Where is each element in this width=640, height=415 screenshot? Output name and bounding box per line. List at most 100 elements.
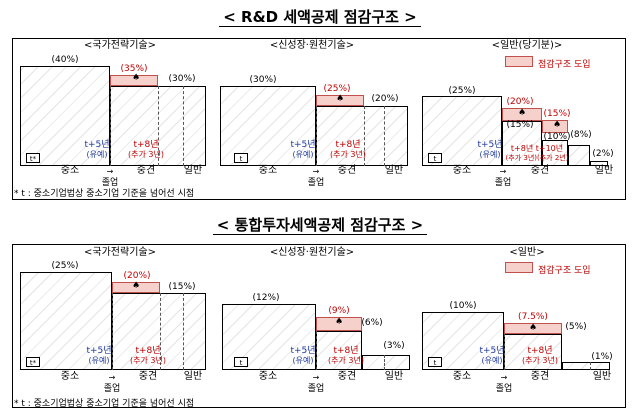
- rate-mid-1: (15%): [506, 120, 534, 130]
- bar-taper-1: [502, 108, 542, 121]
- bar-mid: [316, 331, 362, 370]
- bar-general: [562, 362, 610, 370]
- divider: [316, 331, 317, 370]
- rate-sme: (10%): [449, 301, 477, 311]
- label-extra-3y: (추가 3년): [522, 356, 558, 365]
- label-gen: 일반: [594, 165, 614, 176]
- t-marker: t: [234, 357, 248, 367]
- label-extra-3y: (추가 3년): [330, 150, 366, 159]
- rate-general: (15%): [168, 282, 196, 292]
- divider: [110, 86, 111, 166]
- rate-sme: (12%): [252, 293, 280, 303]
- rate-taper: (7.5%): [518, 312, 548, 322]
- label-exit: 졸업: [307, 178, 325, 188]
- label-extra-3y: (추가 3년): [130, 356, 166, 365]
- header-national-strategic: <국가전략기술>: [84, 40, 156, 51]
- rate-general: (1%): [591, 352, 613, 362]
- header-general: <일반(당기분)>: [491, 40, 563, 51]
- rate-general: (3%): [383, 341, 405, 351]
- title-investment: < 통합투자세액공제 점감구조 >: [0, 214, 640, 235]
- label-sme: 중소: [258, 371, 278, 382]
- label-t-plus-5: t+5년: [86, 346, 112, 356]
- bar-sme: [422, 312, 504, 370]
- label-exit: 졸업: [495, 384, 513, 394]
- label-exit: 졸업: [101, 178, 119, 188]
- header-national-strategic: <국가전략기술>: [84, 247, 156, 258]
- rate-mid-3: (8%): [570, 130, 592, 140]
- label-gen: 일반: [384, 371, 404, 382]
- rate-sme: (25%): [448, 86, 476, 96]
- t-marker: t*: [26, 357, 40, 367]
- rate-taper: (25%): [323, 84, 351, 94]
- bar-mid: [504, 334, 562, 370]
- bar-taper: [316, 317, 362, 331]
- divider: [364, 106, 365, 166]
- bar-taper: [112, 282, 160, 293]
- t-marker: t*: [26, 153, 40, 163]
- label-t-plus-8: t+8년: [133, 140, 159, 150]
- legend-swatch: [505, 56, 533, 67]
- divider: [384, 355, 385, 370]
- bar-taper: [504, 323, 562, 334]
- label-grace: (유예): [292, 150, 314, 159]
- t-marker: t: [428, 357, 442, 367]
- label-t-plus-8: t+8년: [527, 346, 553, 356]
- label-grace: (유예): [86, 150, 108, 159]
- bar-sme: [220, 86, 316, 166]
- label-sme: 중소: [258, 165, 278, 176]
- bar-general: [112, 293, 206, 370]
- label-t-plus-5: t+5년: [290, 140, 316, 150]
- bar-mid-1: [502, 121, 542, 166]
- label-exit: 졸업: [103, 384, 121, 394]
- arrow-icon: →: [108, 373, 116, 382]
- bar-mid-2: [542, 140, 568, 166]
- label-sme: 중소: [60, 165, 80, 176]
- rate-sme: (30%): [249, 75, 277, 85]
- label-mid: 중견: [138, 371, 158, 382]
- divider: [112, 293, 113, 370]
- label-t-plus-8: t+8년: [333, 346, 359, 356]
- divider: [316, 106, 317, 166]
- label-grace: (유예): [292, 356, 314, 365]
- diagram-frame-investment: [12, 244, 626, 408]
- divider: [183, 86, 184, 166]
- rate-taper: (9%): [328, 306, 350, 316]
- divider: [384, 106, 385, 166]
- label-mid: 중견: [530, 165, 550, 176]
- label-t-plus-5: t+5년: [477, 140, 503, 150]
- label-mid: 중견: [136, 165, 156, 176]
- arrow-icon: →: [106, 167, 114, 176]
- bar-mid-3: [568, 145, 590, 166]
- label-extra-3y-2y: (추가 3년)(추가 2년): [505, 154, 569, 162]
- label-grace: (유예): [88, 356, 110, 365]
- bar-taper-2: [542, 120, 568, 133]
- label-mid: 중견: [337, 165, 357, 176]
- bar-sme: [20, 272, 112, 370]
- label-t-plus-8-10: t+8년 t+10년: [510, 144, 564, 153]
- rate-taper-1: (20%): [506, 97, 534, 107]
- footnote: * t : 중소기업법상 중소기업 기준을 넘어선 시점: [14, 189, 195, 199]
- label-exit: 졸업: [307, 384, 325, 394]
- label-exit: 졸업: [494, 178, 512, 188]
- label-t-plus-8: t+8년: [335, 140, 361, 150]
- divider: [160, 293, 161, 370]
- rate-general: (20%): [371, 94, 399, 104]
- legend-label: 점감구조 도입: [538, 60, 591, 70]
- bar-general: [316, 106, 408, 166]
- divider: [504, 334, 505, 370]
- arrow-up-icon: ♠: [552, 120, 562, 130]
- divider: [183, 293, 184, 370]
- legend-label: 점감구조 도입: [538, 266, 591, 276]
- label-mid: 중견: [530, 371, 550, 382]
- rate-taper: (35%): [120, 64, 148, 74]
- diagram-frame-rnd: [12, 38, 626, 200]
- legend-swatch: [505, 262, 533, 273]
- bar-sme: [20, 66, 110, 166]
- label-sme: 중소: [452, 371, 472, 382]
- label-grace: (유예): [481, 356, 503, 365]
- arrow-icon: →: [312, 373, 320, 382]
- rate-general: (2%): [592, 149, 614, 159]
- rate-general: (30%): [168, 74, 196, 84]
- label-gen: 일반: [384, 165, 404, 176]
- label-gen: 일반: [183, 371, 203, 382]
